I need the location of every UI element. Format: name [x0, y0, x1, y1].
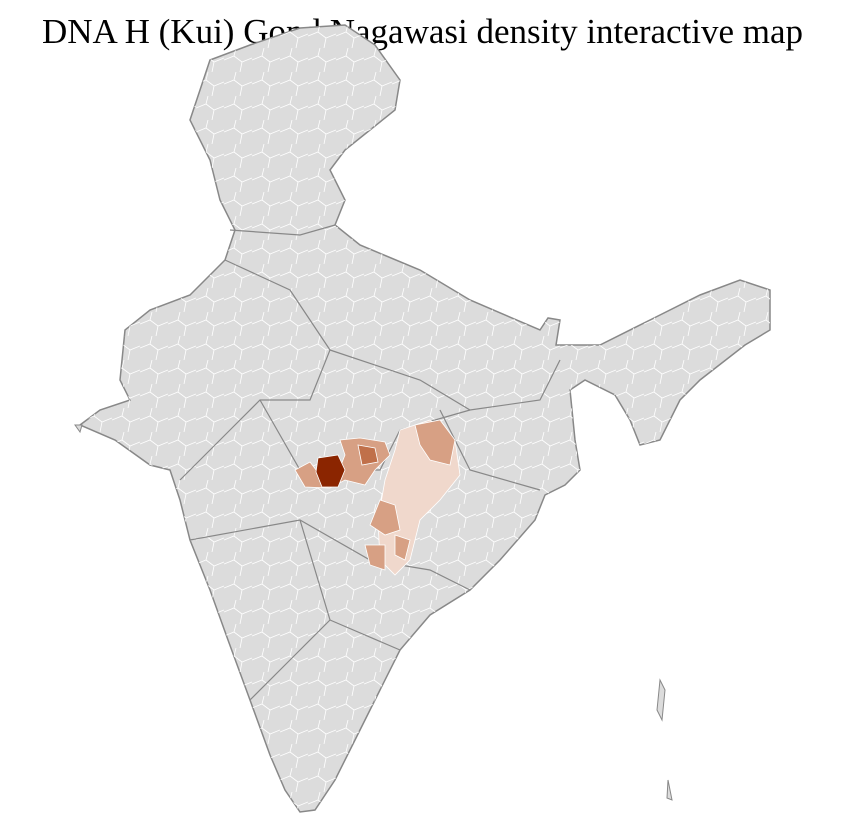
district-medium-density	[364, 544, 386, 571]
district-high-density	[357, 444, 379, 466]
district-highest-density	[315, 454, 346, 488]
district-medium-density	[414, 419, 456, 466]
district-medium-density	[394, 534, 411, 561]
district-medium-density	[369, 499, 401, 536]
india-outline	[78, 24, 771, 813]
state-borders	[179, 224, 561, 701]
map-title: DNA H (Kui) Gond Nagawasi density intera…	[41, 12, 804, 51]
islands	[74, 424, 673, 801]
density-districts[interactable]	[294, 419, 461, 576]
